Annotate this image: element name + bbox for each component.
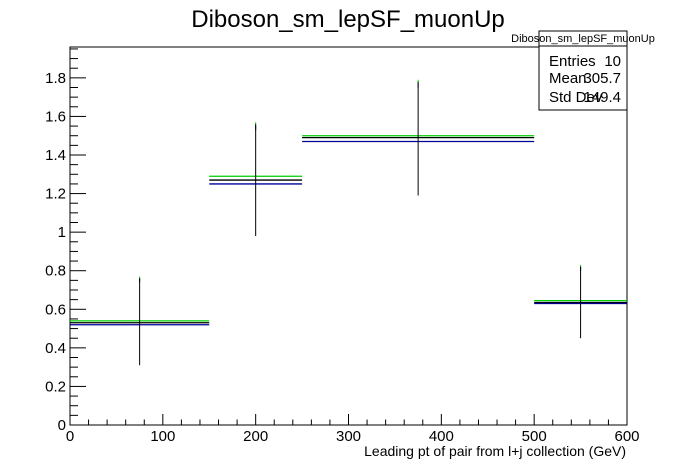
- stats-mean-value: 305.7: [583, 70, 621, 87]
- axis-ticks: [69, 48, 628, 426]
- data-marks: [70, 79, 627, 366]
- y-tick-label: 0.6: [45, 301, 66, 318]
- x-tick-label: 0: [66, 428, 74, 445]
- y-tick-label: 1.6: [45, 108, 66, 125]
- y-tick-label: 1: [58, 224, 66, 241]
- stats-mean-label: Mean: [549, 70, 587, 87]
- y-tick-label: 0: [58, 417, 66, 434]
- stats-entries-value: 10: [604, 53, 621, 70]
- x-tick-label: 300: [336, 428, 361, 445]
- x-axis-title: Leading pt of pair from l+j collection (…: [364, 443, 626, 459]
- x-tick-label: 600: [614, 428, 639, 445]
- y-tick-label: 1.2: [45, 186, 66, 203]
- x-tick-label: 400: [429, 428, 454, 445]
- stats-box: Diboson_sm_lepSF_muonUp Entries 10 Mean …: [511, 30, 655, 111]
- stats-box-frame: [538, 30, 628, 111]
- y-tick-label: 0.8: [45, 263, 66, 280]
- x-tick-label: 100: [150, 428, 175, 445]
- x-tick-label: 200: [243, 428, 268, 445]
- stats-stddev-label: Std Dev: [549, 89, 603, 106]
- stats-stddev-value: 149.4: [583, 89, 621, 106]
- stats-entries-label: Entries: [549, 53, 596, 70]
- x-tick-label: 500: [522, 428, 547, 445]
- y-tick-label: 0.4: [45, 340, 66, 357]
- y-tick-label: 0.2: [45, 378, 66, 395]
- y-tick-label: 1.4: [45, 147, 66, 164]
- chart-title: Diboson_sm_lepSF_muonUp: [191, 6, 505, 33]
- stats-box-title: Diboson_sm_lepSF_muonUp: [511, 33, 655, 45]
- y-tick-label: 1.8: [45, 70, 66, 87]
- axis-tick-labels: 0 100 200 300 400 500 600 0 0.2 0.4 0.6 0.8 1 1.2 1.4 1…: [45, 70, 639, 445]
